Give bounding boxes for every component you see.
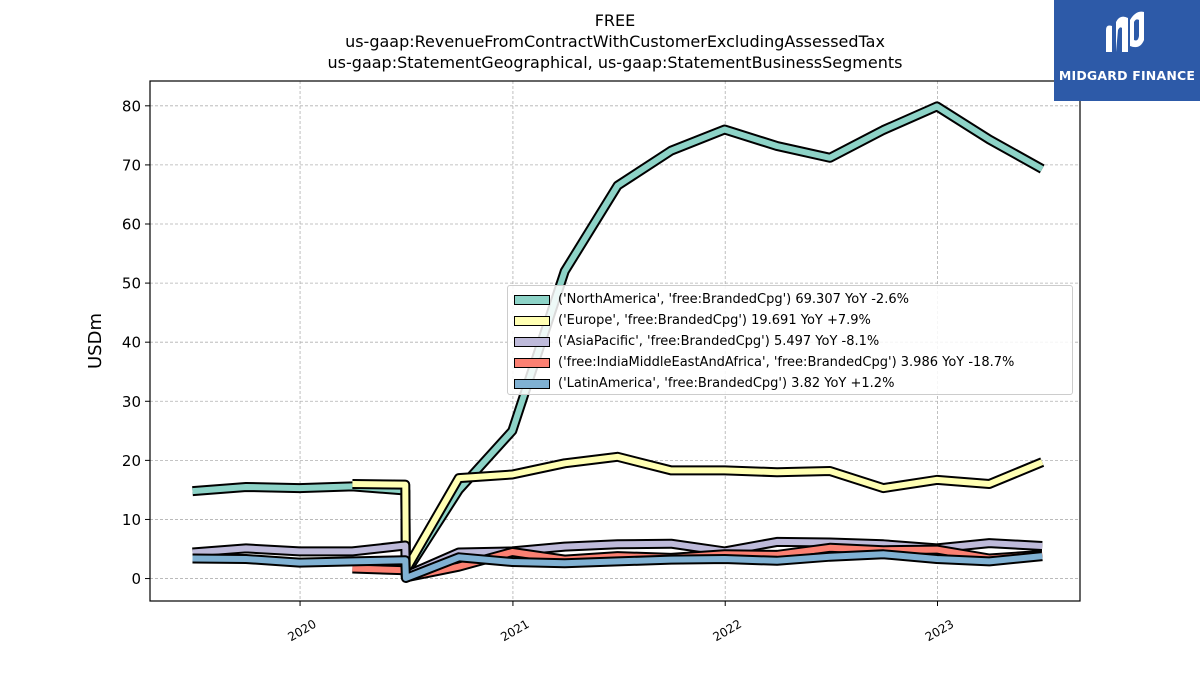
y-tick-label: 0 [131,570,141,588]
series-layer [192,101,1045,583]
legend-item: ('NorthAmerica', 'free:BrandedCpg') 69.3… [514,289,1066,310]
series-line-0 [192,103,1044,576]
y-tick-label: 50 [122,275,141,293]
y-axis-label: USDm [85,313,106,369]
legend-item: ('free:IndiaMiddleEastAndAfrica', 'free:… [514,352,1066,373]
y-tick-label: 60 [122,216,141,234]
logo-text: MIDGARD FINANCE [1058,68,1196,83]
plot-frame [149,80,1081,602]
legend-swatch [514,336,550,347]
legend-swatch [514,357,550,368]
chart-title-line-2: us-gaap:RevenueFromContractWithCustomerE… [345,32,885,51]
legend-label: ('Europe', 'free:BrandedCpg') 19.691 YoY… [558,313,871,328]
legend-item: ('AsiaPacific', 'free:BrandedCpg') 5.497… [514,331,1066,352]
chart-title-line-3: us-gaap:StatementGeographical, us-gaap:S… [327,53,903,72]
y-tick-label: 70 [122,156,141,174]
legend-label: ('AsiaPacific', 'free:BrandedCpg') 5.497… [558,334,880,349]
y-tick-label: 20 [122,452,141,470]
chart-title-line-1: FREE [594,11,636,30]
legend-swatch [514,294,550,305]
legend-item: ('Europe', 'free:BrandedCpg') 19.691 YoY… [514,310,1066,331]
legend-swatch [514,378,550,389]
x-tick-label: 2022 [710,617,743,644]
legend-swatch [514,315,550,326]
legend-item: ('LatinAmerica', 'free:BrandedCpg') 3.82… [514,373,1066,394]
y-tick-label: 30 [122,393,141,411]
series-line-1 [352,453,1044,573]
x-tick-label: 2023 [923,617,956,644]
legend-label: ('LatinAmerica', 'free:BrandedCpg') 3.82… [558,376,895,391]
series-line-4 [192,551,1043,581]
series-line-2 [192,538,1043,579]
x-tick-label: 2021 [498,617,531,644]
y-tick-label: 10 [122,511,141,529]
legend-label: ('free:IndiaMiddleEastAndAfrica', 'free:… [558,355,1015,370]
logo-mark-icon [1106,11,1144,53]
chart-legend: ('NorthAmerica', 'free:BrandedCpg') 69.3… [507,285,1073,395]
y-tick-label: 80 [122,97,141,115]
x-tick-label: 2020 [285,617,318,644]
y-tick-label: 40 [122,334,141,352]
brand-logo: MIDGARD FINANCE [1054,0,1200,101]
legend-label: ('NorthAmerica', 'free:BrandedCpg') 69.3… [558,292,909,307]
